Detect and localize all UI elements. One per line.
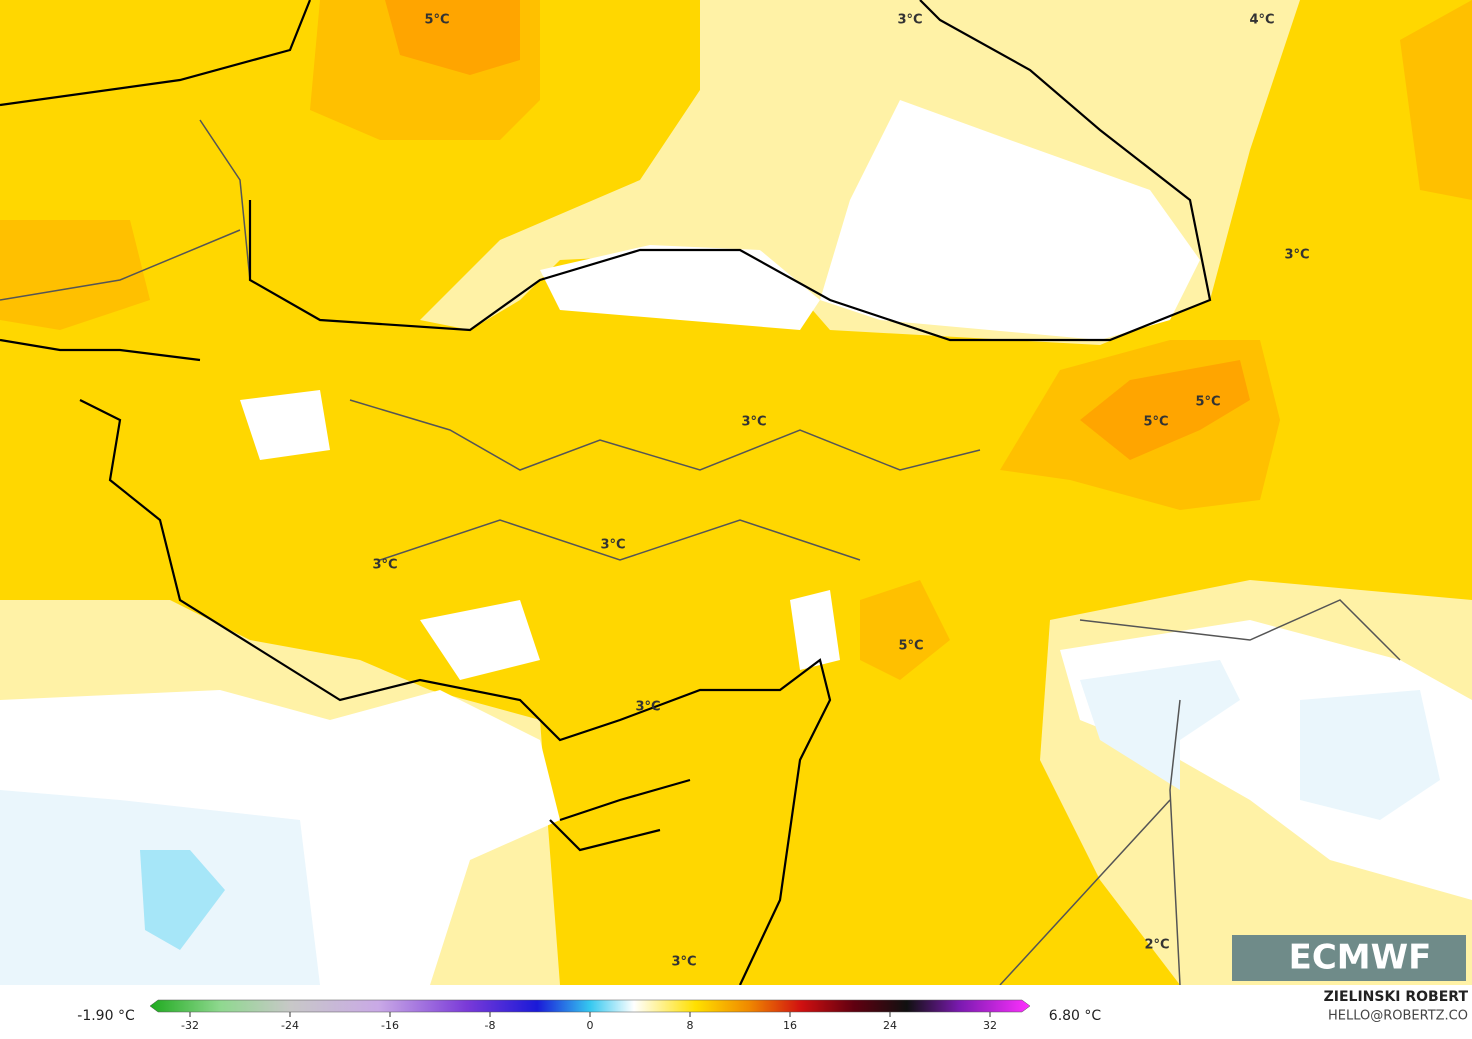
coastline [0,0,1212,986]
contour-label: 3°C [600,538,625,553]
borders [0,0,1401,986]
colorbar-tick-label: -16 [381,1019,399,1032]
field [820,100,1200,340]
logo: ECMWF [1289,938,1432,978]
author: ZIELINSKI ROBERT [1324,989,1469,1005]
field [1080,660,1240,790]
colorbar-ticks: -32 -24 -16 -8 0 8 16 24 32 [181,1012,997,1032]
logo-box [1232,935,1466,981]
contour-label: 3°C [741,415,766,430]
email: HELLO@ROBERTZ.CO [1328,1009,1468,1024]
contour-label: 5°C [1195,395,1220,410]
contour-label: 5°C [424,13,449,28]
field [1080,360,1250,460]
field [385,0,520,75]
field [540,245,820,330]
contour-label: 3°C [897,13,922,28]
colorbar-tick-label: 24 [883,1019,897,1032]
contour-label: 3°C [1284,248,1309,263]
colorbar-tick-label: 16 [783,1019,797,1032]
field [140,850,225,950]
field [1400,0,1472,200]
min-label: -1.90 °C [77,1008,135,1024]
contour-label: 3°C [671,955,696,970]
contour-labels: 5°C 3°C 4°C 3°C 5°C 5°C 3°C 3°C 3°C 5°C 3°C 2°C 3°C [372,13,1309,970]
colorbar-tick-label: 0 [587,1019,594,1032]
colorbar-tick-label: -24 [281,1019,299,1032]
colorbar-tick-label: -32 [181,1019,199,1032]
contour-label: 5°C [1143,415,1168,430]
colorbar-tick-label: 32 [983,1019,997,1032]
field [240,390,840,680]
colorbar-tick-label: -8 [485,1019,496,1032]
contour-label: 3°C [372,558,397,573]
colorbar-tick-label: 8 [687,1019,694,1032]
contour-label: 5°C [898,639,923,654]
max-label: 6.80 °C [1049,1008,1102,1024]
contour-label: 2°C [1144,938,1169,953]
field [0,220,150,330]
contour-label: 3°C [635,700,660,715]
border-line [0,119,1401,986]
map-fields [0,0,1472,985]
colorbar [149,999,1031,1013]
field [1300,690,1440,820]
field [860,580,950,680]
contour-label: 4°C [1249,13,1274,28]
